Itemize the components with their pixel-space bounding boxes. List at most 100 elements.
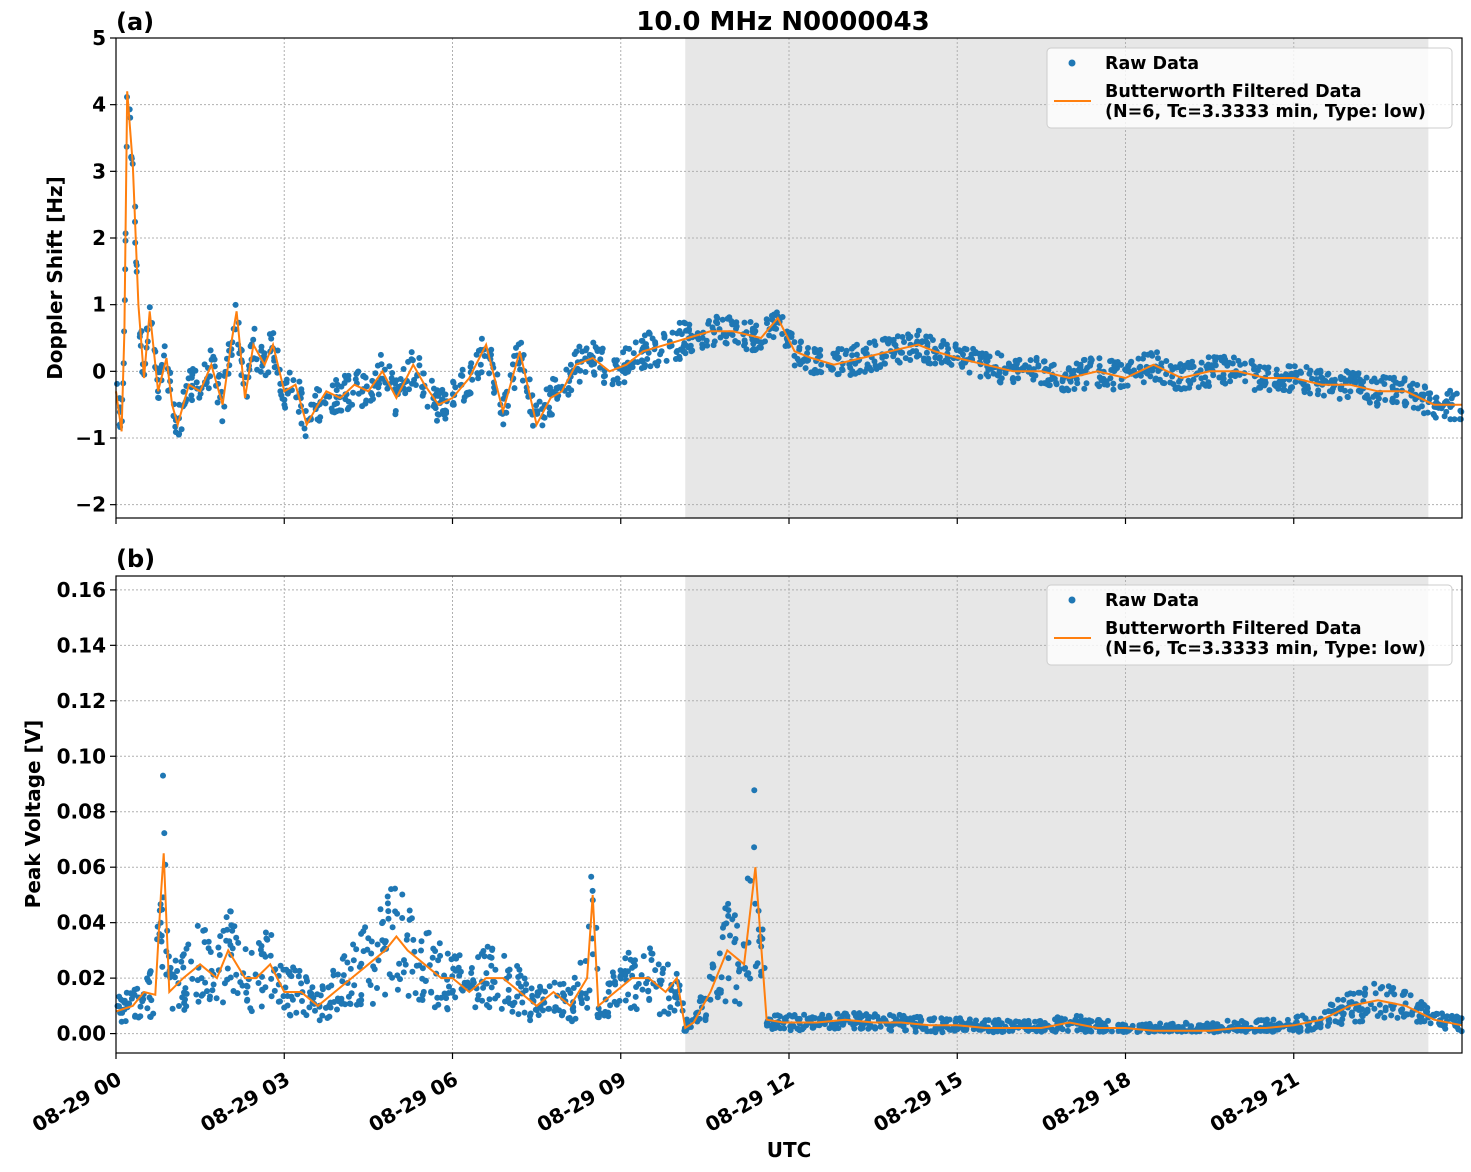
- raw-data-point: [526, 1013, 533, 1019]
- raw-data-point: [1295, 1028, 1302, 1035]
- raw-data-point: [406, 386, 412, 393]
- raw-data-point: [886, 1026, 893, 1033]
- x-tick-label: 08-29 21: [1206, 1067, 1304, 1137]
- raw-data-point: [638, 337, 645, 344]
- raw-data-point: [923, 349, 930, 356]
- panel-a-legend-box: [1046, 47, 1453, 129]
- raw-data-point: [1273, 366, 1280, 373]
- raw-data-point: [576, 378, 583, 385]
- raw-data-point: [176, 401, 183, 408]
- raw-data-point: [634, 359, 641, 366]
- raw-data-point: [655, 961, 662, 968]
- raw-data-point: [197, 390, 204, 397]
- raw-data-point: [1335, 996, 1341, 1003]
- raw-data-point: [509, 361, 516, 368]
- raw-data-point: [1155, 355, 1161, 362]
- raw-data-point: [180, 964, 187, 971]
- raw-data-point: [635, 980, 642, 987]
- raw-data-point: [200, 927, 207, 934]
- raw-data-point: [515, 1011, 522, 1018]
- raw-data-point: [655, 358, 662, 365]
- raw-data-point: [1362, 985, 1369, 992]
- raw-data-point: [1407, 992, 1414, 999]
- raw-data-point: [198, 992, 205, 999]
- raw-data-point: [862, 350, 869, 357]
- raw-data-point: [159, 963, 166, 970]
- raw-data-point: [733, 323, 740, 330]
- raw-data-point: [1141, 1022, 1148, 1029]
- raw-data-point: [567, 990, 574, 996]
- raw-data-point: [286, 369, 293, 376]
- raw-data-point: [195, 998, 202, 1005]
- raw-data-point: [231, 923, 238, 930]
- raw-data-point: [484, 943, 491, 950]
- raw-data-point: [1377, 985, 1384, 992]
- raw-data-point: [169, 1005, 176, 1012]
- raw-data-point: [1281, 387, 1288, 393]
- raw-data-point: [551, 1007, 558, 1014]
- raw-data-point: [486, 996, 493, 1003]
- panel-a-y-axis: −2 −1 0 1 2 3 4 5: [75, 26, 116, 517]
- raw-data-point: [1015, 375, 1022, 382]
- raw-data-point: [546, 1005, 553, 1012]
- raw-data-point: [597, 356, 604, 363]
- raw-data-point: [1399, 992, 1406, 998]
- y-tick-label: −2: [75, 493, 106, 517]
- raw-data-point: [907, 357, 914, 363]
- raw-data-point: [773, 325, 780, 332]
- panel-b-raw-data-series: [114, 772, 1465, 1036]
- raw-data-point: [642, 361, 648, 368]
- raw-data-point: [248, 949, 255, 956]
- raw-data-point: [1010, 379, 1017, 386]
- raw-data-point: [234, 990, 241, 997]
- raw-data-point: [363, 383, 370, 390]
- raw-data-point: [1314, 391, 1321, 398]
- raw-data-point: [521, 975, 528, 982]
- raw-data-point: [899, 334, 906, 340]
- raw-data-point: [328, 405, 335, 412]
- raw-data-point: [851, 1010, 858, 1016]
- raw-data-point: [316, 387, 323, 394]
- raw-data-point: [943, 358, 950, 365]
- raw-data-point: [796, 346, 803, 353]
- raw-data-point: [450, 965, 457, 972]
- raw-data-point: [625, 991, 632, 998]
- raw-data-point: [752, 900, 759, 907]
- raw-data-point: [725, 907, 732, 914]
- raw-data-point: [527, 408, 534, 415]
- raw-data-point: [916, 352, 923, 359]
- raw-data-point: [547, 384, 554, 391]
- raw-data-point: [403, 936, 410, 943]
- raw-data-point: [458, 372, 464, 379]
- raw-data-point: [632, 957, 638, 964]
- raw-data-point: [743, 346, 750, 353]
- raw-data-point: [963, 1027, 970, 1033]
- raw-data-point: [638, 972, 645, 979]
- raw-data-point: [1042, 365, 1049, 372]
- y-tick-label: 0: [92, 359, 106, 383]
- raw-data-point: [394, 986, 401, 993]
- raw-data-point: [1251, 366, 1257, 373]
- raw-data-point: [410, 936, 417, 943]
- raw-data-point: [849, 368, 856, 375]
- raw-data-point: [1338, 1021, 1345, 1027]
- raw-data-point: [747, 877, 754, 884]
- raw-data-point: [849, 352, 856, 359]
- raw-data-point: [286, 1011, 293, 1018]
- raw-data-point: [552, 376, 559, 383]
- raw-data-point: [1393, 399, 1400, 406]
- raw-data-point: [736, 1000, 743, 1007]
- raw-data-point: [582, 369, 589, 375]
- raw-data-point: [825, 1012, 832, 1019]
- raw-data-point: [377, 906, 384, 913]
- raw-data-point: [903, 1027, 909, 1034]
- raw-data-point: [419, 992, 426, 998]
- raw-data-point: [517, 366, 524, 373]
- x-tick-label: 08-29 15: [869, 1067, 967, 1137]
- panel-b-legend: Raw Data Butterworth Filtered Data (N=6,…: [1046, 584, 1453, 666]
- panel-a: (a) −2 −1 0 1 2 3 4 5 Doppler Shift [Hz] Raw Da…: [43, 8, 1465, 524]
- raw-data-point: [663, 357, 670, 364]
- raw-data-point: [719, 316, 726, 323]
- raw-data-point: [1359, 1013, 1366, 1020]
